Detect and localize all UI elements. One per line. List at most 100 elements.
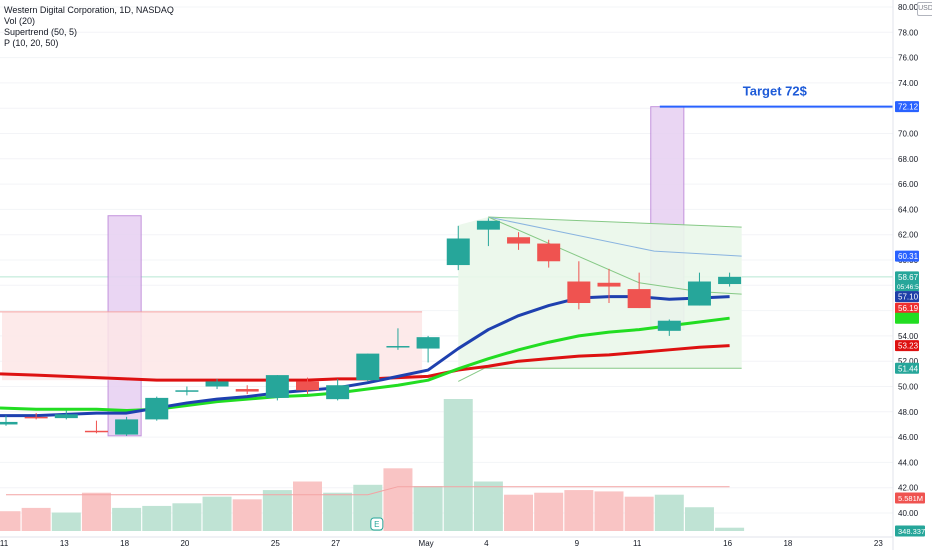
time-tick-label: 4 [484, 539, 489, 548]
time-tick-label: 18 [783, 539, 792, 548]
price-label-box [895, 312, 919, 324]
price-tick-label: 42.00 [898, 484, 919, 493]
candle-body[interactable] [627, 289, 651, 309]
volume-bar [443, 399, 473, 531]
currency-badge[interactable]: USD [917, 2, 932, 16]
time-tick-label: 16 [723, 539, 732, 548]
price-label-text: 56.19 [898, 304, 919, 313]
candle-body[interactable] [84, 430, 108, 433]
time-tick-label: 25 [271, 539, 280, 548]
supertrend-zone [0, 311, 423, 381]
volume-bar [654, 494, 684, 531]
channel-inner-line [488, 216, 742, 295]
candle-body[interactable] [24, 416, 48, 419]
price-tick-label: 78.00 [898, 28, 919, 37]
price-tick-label: 48.00 [898, 408, 919, 417]
price-label-text: 72.12 [898, 103, 919, 112]
candle-body[interactable] [145, 397, 169, 420]
price-label-text: 60.31 [898, 252, 919, 261]
candle-body[interactable] [205, 381, 229, 387]
price-tick-label: 70.00 [898, 130, 919, 139]
volume-label-text: 348.337K [898, 527, 930, 536]
candle-body[interactable] [54, 414, 78, 419]
candle-body[interactable] [657, 320, 681, 331]
volume-bar [323, 492, 353, 531]
candle-body[interactable] [687, 281, 711, 306]
volume-bar [715, 527, 745, 531]
channel-base-line [458, 365, 489, 382]
volume-bar [142, 505, 172, 531]
candle-body[interactable] [567, 281, 591, 304]
price-label-box [895, 291, 919, 303]
volume-bar [624, 496, 654, 531]
price-label-box [895, 340, 919, 352]
price-tick-label: 64.00 [898, 205, 919, 214]
price-tick-label: 74.00 [898, 79, 919, 88]
volume-bar [112, 507, 142, 531]
candle-body[interactable] [416, 337, 440, 349]
price-tick-label: 76.00 [898, 54, 919, 63]
candle-body[interactable] [597, 282, 621, 287]
price-label-text: 53.23 [898, 342, 919, 351]
price-label-text: 55.40 [898, 314, 919, 323]
volume-bar [81, 492, 111, 531]
volume-label-text: 5.581M [898, 494, 923, 503]
candle-body[interactable] [0, 421, 18, 425]
price-tick-label: 52.00 [898, 357, 919, 366]
candle-body[interactable] [175, 390, 199, 392]
ma-green-line [0, 316, 730, 413]
price-tick-label: 44.00 [898, 458, 919, 467]
volume-bar [172, 503, 202, 531]
candle-body[interactable] [386, 346, 410, 348]
price-label-box [895, 250, 919, 262]
earnings-marker-label: E [374, 520, 379, 529]
time-tick-label: 11 [633, 539, 642, 548]
time-tick-label: May [419, 539, 434, 548]
candle-body[interactable] [356, 353, 380, 381]
volume-bar [594, 491, 624, 531]
price-tick-label: 40.00 [898, 509, 919, 518]
candle-body[interactable] [718, 276, 742, 285]
volume-bar [504, 494, 534, 531]
chart-title[interactable]: Western Digital Corporation, 1D, NASDAQ [4, 5, 174, 15]
volume-bar [293, 481, 322, 531]
time-tick-label: 23 [874, 539, 883, 548]
earnings-marker[interactable] [370, 517, 384, 531]
volume-bar [262, 490, 292, 531]
target-line-group: Target 72$ [659, 84, 893, 108]
candle-body[interactable] [326, 385, 350, 400]
time-axis[interactable]: 11 13 18 20 25 27 May 4 9 11 16 18 23 [0, 536, 893, 548]
indicator-volume[interactable]: Vol (20) [4, 16, 36, 26]
candle-body[interactable] [507, 237, 531, 244]
volume-bar [534, 492, 564, 531]
candle-body[interactable] [115, 419, 139, 435]
price-label-text: 57.10 [898, 293, 919, 302]
candle-body[interactable] [476, 220, 500, 230]
volume-label-box [895, 525, 925, 537]
price-tick-label: 46.00 [898, 433, 919, 442]
supertrend-band [2, 311, 423, 381]
candle-body[interactable] [296, 381, 319, 391]
candle-body[interactable] [265, 375, 289, 398]
time-tick-label: 9 [575, 539, 580, 548]
candles[interactable] [0, 218, 742, 436]
volume-bar [413, 486, 443, 531]
volume-bar [473, 481, 503, 531]
volume-bar [564, 490, 594, 531]
volume-bar [21, 507, 51, 531]
price-tick-label: 50.00 [898, 383, 919, 392]
channel-mid-line [488, 216, 742, 257]
volume-bar [383, 468, 413, 531]
candle-body[interactable] [235, 389, 259, 392]
candle-body[interactable] [446, 238, 470, 266]
indicator-moving-averages[interactable]: P (10, 20, 50) [4, 38, 59, 48]
volume-label-box [895, 492, 925, 504]
time-tick-label: 18 [120, 539, 129, 548]
indicator-supertrend[interactable]: Supertrend (50, 5) [4, 27, 78, 37]
price-label-text: 51.44 [898, 364, 919, 373]
candle-body[interactable] [537, 243, 561, 262]
price-tick-label: 68.00 [898, 155, 919, 164]
volume-bar [232, 499, 262, 531]
